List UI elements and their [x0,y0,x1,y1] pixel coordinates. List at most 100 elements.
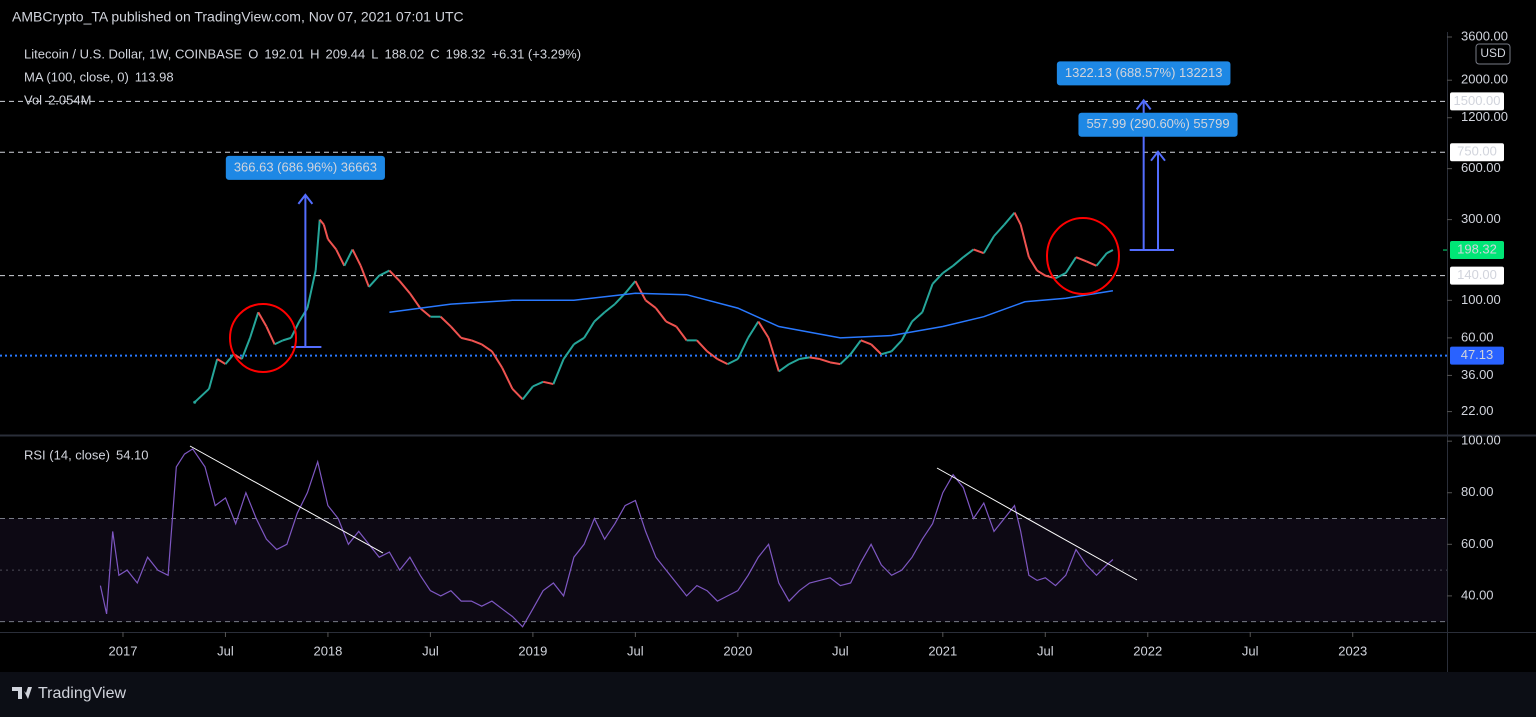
price-segment [993,224,1006,237]
legend-text: L [371,46,378,61]
price-segment [409,292,421,309]
price-pane [0,100,1447,404]
price-segment [788,358,800,365]
price-segment [962,248,975,258]
level-label-box [1450,143,1504,162]
price-segment [900,321,913,341]
x-tick-label: 2018 [313,643,342,658]
publish-header: AMBCrypto_TA published on TradingView.co… [12,9,464,25]
price-segment [716,358,729,365]
price-segment [327,238,337,251]
highlight-circle [229,303,297,373]
legend-text: O [248,46,258,61]
price-segment [1064,256,1077,274]
rsi-tick-label: 100.00 [1461,433,1501,448]
price-segment [368,274,380,288]
rsi-trendline [936,467,1138,581]
y-tick-label: 100.00 [1461,292,1501,307]
price-segment [829,361,841,366]
rsi-tick-label: 40.00 [1461,587,1494,602]
rsi-pane [0,448,1447,628]
price-segment [921,283,934,313]
rsi-trendline [189,445,384,554]
x-tick-label: Jul [217,643,234,658]
price-segment [552,358,565,385]
price-segment [351,248,362,267]
price-segment [645,299,657,309]
price-segment [216,358,226,365]
rsi-tick-label: 80.00 [1461,484,1494,499]
price-segment [274,339,284,346]
price-segment [542,380,554,386]
x-tick-label: 2019 [518,643,547,658]
legend-text: 2.054M [48,92,91,107]
legend-text: 54.10 [116,447,149,462]
price-segment [282,336,292,342]
price-segment [706,350,718,360]
tradingview-logo [12,687,32,699]
measure-label: 366.63 (686.96%) 36663 [234,159,377,174]
currency-label: USD [1480,46,1506,60]
measure-box [1078,112,1238,137]
rsi-tick-label: 60.00 [1461,536,1494,551]
legend-text: 188.02 [384,46,424,61]
last-price-box [1450,241,1504,260]
price-segment [1055,272,1067,280]
price-segment [1003,211,1016,226]
price-segment [1106,249,1114,255]
price-segment [890,339,903,352]
price-segment [665,320,677,328]
legend-text: H [310,46,319,61]
price-segment [870,343,883,355]
price-segment [511,388,524,401]
price-segment [849,339,862,355]
price-segment [675,325,688,341]
legend-text: 192.01 [264,46,304,61]
price-segment [727,358,739,365]
level-label: 750.00 [1457,144,1497,159]
ma-line [389,289,1114,339]
measure-label: 557.99 (290.60%) 55799 [1086,116,1229,131]
highlight-circle [1046,217,1120,295]
price-segment [1085,260,1097,267]
price-segment [343,248,354,267]
price-segment [624,280,637,294]
price-segment [240,337,251,360]
price-segment [931,272,944,285]
level-label: 1500.00 [1454,93,1501,108]
price-segment [501,367,514,390]
footer-bar [0,672,1536,717]
price-segment [481,343,493,353]
price-segment [809,356,820,361]
logo-mark [12,687,32,699]
price-segment [839,353,852,365]
rsi-line [99,448,1114,628]
price-segment [398,280,411,294]
x-tick-label: Jul [1037,643,1054,658]
price-segment [450,325,462,339]
legend-text: 209.44 [325,46,365,61]
price-segment [757,320,770,339]
level-label: 47.13 [1461,347,1494,362]
price-segment [634,280,647,301]
price-segment [778,363,790,373]
currency-box [1475,43,1511,65]
y-tick-label: 36.00 [1461,367,1494,382]
x-tick-label: 2023 [1338,643,1367,658]
price-segment [265,326,276,345]
measure-arrowhead [1150,150,1166,162]
price-segment [257,311,268,328]
price-segment [1028,256,1038,272]
measure-box [225,155,385,180]
price-segment [224,353,235,365]
y-tick-label: 1200.00 [1461,109,1508,124]
price-segment [696,339,708,352]
price-segment [593,311,606,323]
price-segment [208,358,219,390]
price-segment [322,224,329,240]
price-segment [819,358,831,364]
price-segment [249,311,260,339]
level-label-box [1450,266,1504,285]
